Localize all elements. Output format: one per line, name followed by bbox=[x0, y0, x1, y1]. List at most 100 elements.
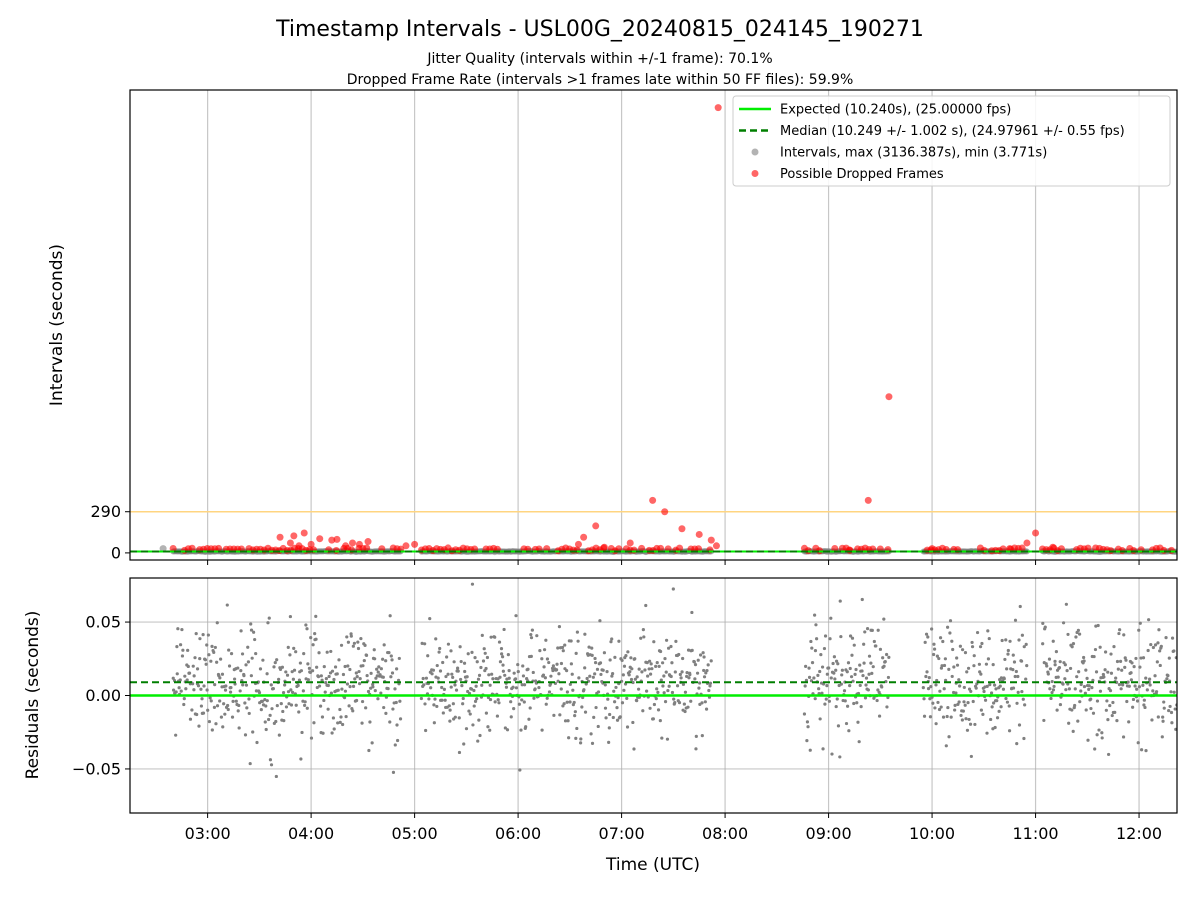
residual-point bbox=[637, 667, 641, 671]
residual-point bbox=[1016, 690, 1020, 694]
residual-point bbox=[1112, 644, 1116, 649]
residual-point bbox=[498, 675, 502, 679]
residual-point bbox=[284, 670, 288, 674]
residual-point bbox=[995, 716, 1000, 720]
residual-point bbox=[989, 691, 994, 695]
residual-point bbox=[183, 674, 187, 678]
residual-point bbox=[585, 676, 589, 681]
residual-point bbox=[963, 703, 967, 707]
residual-point bbox=[951, 647, 955, 652]
residual-point bbox=[175, 672, 179, 676]
residual-point bbox=[956, 702, 960, 706]
residual-point bbox=[1012, 660, 1017, 664]
residual-point bbox=[285, 673, 290, 677]
bottom-y-tick-label: 0.00 bbox=[85, 686, 121, 705]
residual-point bbox=[666, 688, 670, 693]
residual-point bbox=[688, 673, 692, 677]
residual-point bbox=[493, 635, 497, 639]
residual-point bbox=[446, 672, 450, 676]
residual-point bbox=[264, 727, 268, 732]
residual-point bbox=[1048, 687, 1052, 691]
residual-point bbox=[1016, 674, 1020, 679]
residual-point bbox=[866, 688, 870, 692]
residual-point bbox=[820, 691, 824, 695]
residual-point bbox=[572, 700, 576, 705]
legend: Expected (10.240s), (25.00000 fps) Median… bbox=[732, 95, 1171, 187]
residual-point bbox=[267, 616, 271, 620]
residual-point bbox=[802, 712, 807, 716]
residual-point bbox=[470, 650, 474, 654]
dropped-frame-point bbox=[169, 545, 177, 553]
residual-point bbox=[1064, 688, 1068, 692]
residual-point bbox=[182, 697, 186, 701]
residual-point bbox=[378, 673, 382, 677]
residual-point bbox=[281, 691, 286, 695]
residual-point bbox=[335, 672, 339, 676]
residual-point bbox=[303, 700, 307, 704]
legend-label: Expected (10.240s), (25.00000 fps) bbox=[780, 103, 1011, 118]
residual-point bbox=[389, 675, 393, 679]
residual-point bbox=[313, 632, 317, 636]
residual-point bbox=[386, 687, 390, 691]
residual-point bbox=[466, 652, 470, 656]
residual-point bbox=[834, 659, 839, 663]
dropped-frame-point bbox=[831, 545, 839, 553]
dropped-frame-point bbox=[592, 522, 600, 530]
residual-point bbox=[224, 684, 228, 688]
residual-point bbox=[428, 617, 432, 621]
residual-point bbox=[354, 698, 359, 703]
residual-point bbox=[939, 666, 944, 670]
residual-point bbox=[618, 715, 622, 719]
residual-point bbox=[641, 628, 645, 632]
residual-point bbox=[608, 712, 612, 717]
residual-point bbox=[214, 722, 218, 726]
residual-point bbox=[860, 597, 864, 602]
residual-point bbox=[1151, 689, 1155, 693]
residual-point bbox=[540, 728, 544, 732]
residual-point bbox=[683, 709, 687, 714]
dropped-frame-point bbox=[1018, 544, 1026, 552]
residual-point bbox=[647, 667, 651, 671]
residual-point bbox=[273, 661, 277, 665]
residual-point bbox=[563, 719, 568, 723]
residual-point bbox=[599, 672, 603, 677]
residual-point bbox=[628, 670, 632, 674]
residual-point bbox=[955, 656, 959, 660]
residual-point bbox=[882, 664, 886, 668]
residual-point bbox=[275, 658, 279, 662]
residual-point bbox=[1146, 648, 1150, 653]
residual-point bbox=[863, 696, 868, 700]
residual-point bbox=[192, 688, 196, 692]
residual-point bbox=[936, 700, 940, 705]
residual-point bbox=[340, 687, 344, 691]
top-panel-frame bbox=[129, 89, 1178, 561]
residual-point bbox=[398, 717, 403, 721]
dropped-frame-point bbox=[600, 543, 608, 551]
residual-point bbox=[1155, 660, 1159, 664]
residual-point bbox=[807, 675, 812, 679]
residual-point bbox=[864, 683, 868, 687]
residual-point bbox=[1106, 718, 1110, 722]
residual-point bbox=[480, 683, 484, 687]
residual-point bbox=[1169, 690, 1173, 694]
residual-point bbox=[958, 644, 962, 648]
residual-point bbox=[701, 651, 705, 655]
residual-point bbox=[552, 713, 556, 717]
residual-point bbox=[818, 669, 822, 674]
residual-point bbox=[470, 582, 475, 586]
residual-point bbox=[1118, 659, 1123, 663]
residual-point bbox=[341, 672, 346, 677]
residual-point bbox=[953, 708, 957, 712]
residual-point bbox=[644, 603, 648, 608]
residual-point bbox=[331, 716, 336, 720]
residual-point bbox=[660, 736, 664, 740]
residual-point bbox=[942, 663, 947, 668]
residual-point bbox=[449, 649, 453, 653]
residual-point bbox=[372, 648, 376, 652]
residual-point bbox=[819, 653, 823, 657]
residual-point bbox=[420, 641, 424, 645]
residual-point bbox=[1041, 642, 1045, 646]
residual-point bbox=[290, 690, 295, 694]
residual-point bbox=[1019, 659, 1024, 663]
residual-point bbox=[222, 702, 226, 706]
